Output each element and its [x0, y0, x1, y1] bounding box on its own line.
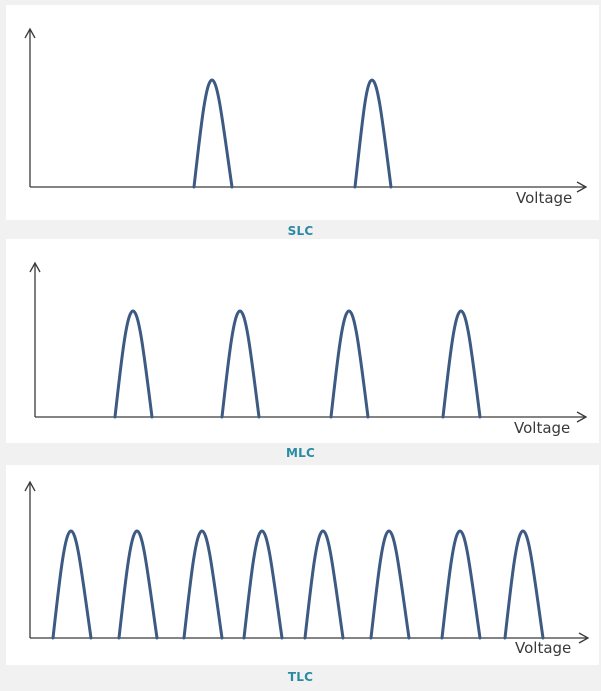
tlc-caption: TLC	[287, 670, 314, 684]
voltage-distribution-peak-3	[182, 529, 224, 640]
slc-diagram-panel: Voltage	[6, 5, 599, 220]
y-axis-arrow-icon	[24, 480, 36, 492]
voltage-distribution-peak-4	[441, 309, 482, 419]
voltage-distribution-peak-2	[220, 309, 261, 419]
y-axis-arrow-icon	[24, 27, 36, 39]
slc-distribution-diagram: Voltage	[24, 27, 588, 207]
voltage-distribution-peak-7	[440, 529, 482, 640]
slc-caption: SLC	[287, 224, 314, 238]
x-axis-label: Voltage	[515, 639, 571, 657]
mlc-distribution-diagram: Voltage	[29, 261, 588, 437]
voltage-distribution-peak-1	[113, 309, 154, 419]
voltage-distribution-peak-8	[503, 529, 545, 640]
voltage-distribution-peak-1	[51, 529, 93, 640]
y-axis-arrow-icon	[29, 261, 41, 273]
x-axis-arrow-icon	[576, 411, 588, 423]
x-axis-label: Voltage	[516, 189, 572, 207]
voltage-distribution-peak-6	[369, 529, 411, 640]
tlc-diagram-panel: Voltage	[6, 465, 599, 665]
voltage-distribution-peak-5	[303, 529, 345, 640]
tlc-distribution-diagram: Voltage	[24, 480, 590, 657]
x-axis-arrow-icon	[578, 632, 590, 644]
x-axis-label: Voltage	[514, 419, 570, 437]
voltage-distribution-peak-4	[242, 529, 284, 640]
voltage-distribution-peak-3	[329, 309, 370, 419]
x-axis-arrow-icon	[576, 181, 588, 193]
voltage-distribution-peak-2	[117, 529, 159, 640]
mlc-caption: MLC	[286, 446, 315, 460]
mlc-diagram-panel: Voltage	[6, 239, 599, 443]
voltage-distribution-peak-1	[192, 78, 234, 189]
voltage-distribution-peak-2	[353, 78, 393, 189]
